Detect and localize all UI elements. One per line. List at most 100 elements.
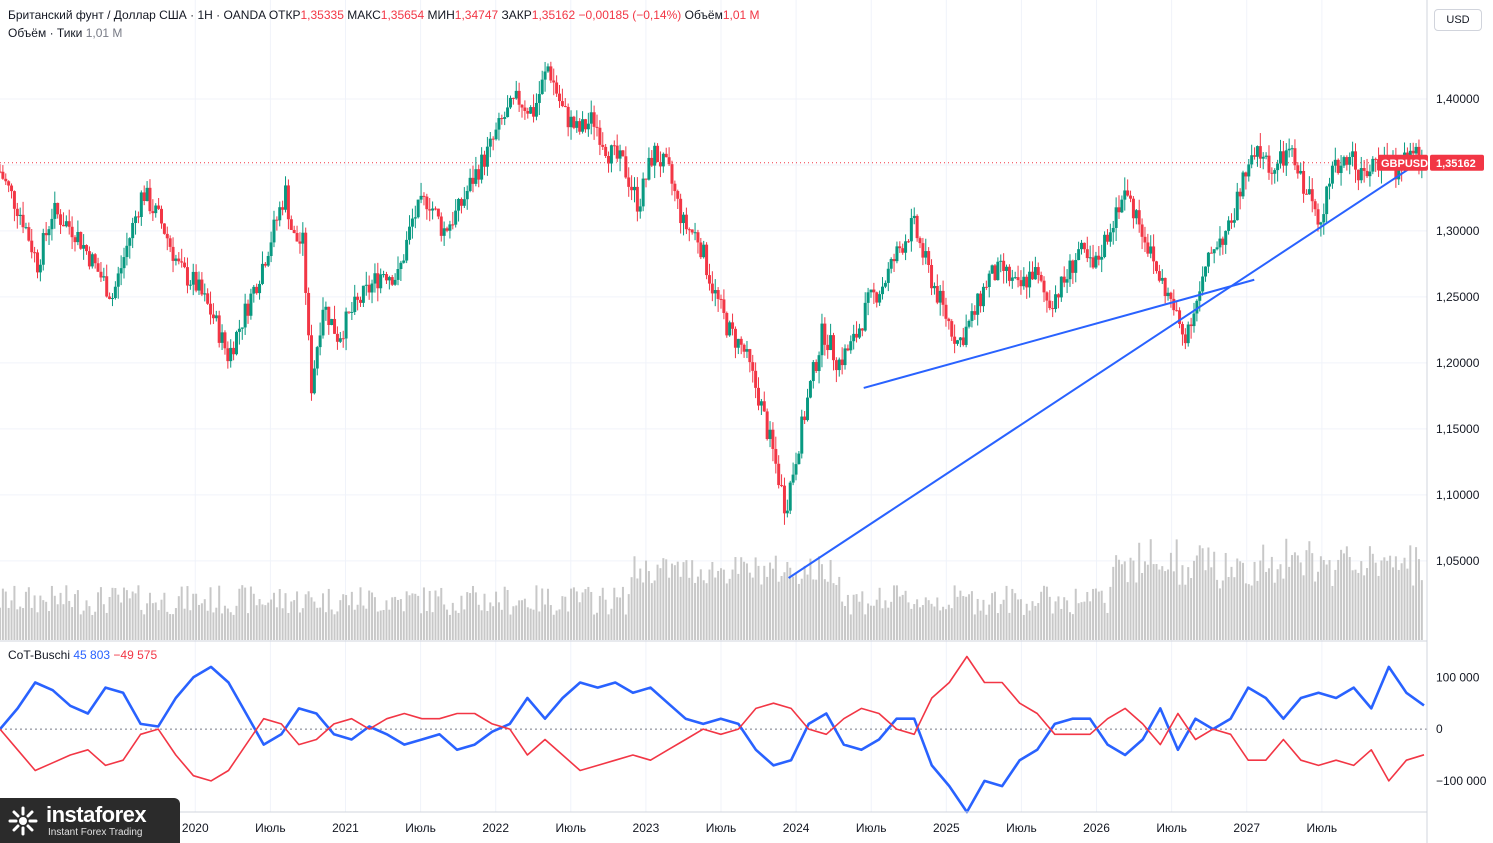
- candle-body: [1212, 249, 1216, 254]
- volume-bar: [988, 604, 991, 640]
- candle-body: [563, 105, 567, 107]
- volume-bar: [867, 603, 870, 640]
- trendline[interactable]: [788, 156, 1428, 579]
- volume-bar: [769, 562, 772, 640]
- candle-body: [67, 221, 71, 227]
- close-value: 1,35162: [531, 8, 576, 22]
- volume-value: 1,01 M: [722, 8, 760, 22]
- volume-bar: [1230, 566, 1233, 640]
- candle-body: [324, 306, 328, 310]
- volume-ticks-label[interactable]: Объём · Тики: [8, 26, 83, 40]
- volume-bar: [587, 586, 590, 640]
- volume-bar: [803, 565, 806, 640]
- volume-bar: [1259, 560, 1262, 640]
- volume-bar: [696, 576, 699, 640]
- volume-bar: [659, 568, 662, 640]
- volume-bar: [864, 614, 867, 640]
- volume-bar: [512, 606, 515, 640]
- volume-bar: [114, 588, 117, 640]
- candle-body: [1362, 168, 1366, 171]
- candle-body: [96, 263, 100, 272]
- volume-bar: [930, 603, 933, 640]
- volume-bar: [192, 593, 195, 640]
- candle-body: [295, 232, 299, 242]
- volume-bar: [1198, 545, 1201, 640]
- candle-body: [53, 202, 57, 219]
- candle-body: [1371, 158, 1375, 172]
- volume-bar: [1351, 570, 1354, 640]
- volume-bar: [16, 609, 19, 640]
- volume-bar: [771, 568, 774, 640]
- candle-body: [1077, 249, 1081, 261]
- volume-bar: [982, 599, 985, 640]
- volume-bar: [261, 604, 264, 640]
- volume-bar: [137, 585, 140, 640]
- candle-body: [679, 198, 683, 224]
- candle-body: [1126, 190, 1130, 196]
- candle-body: [338, 338, 342, 342]
- candle-body: [1348, 156, 1352, 165]
- candle-body: [566, 106, 570, 128]
- candle-body: [1051, 308, 1055, 310]
- candle-body: [194, 271, 198, 291]
- candle-body: [494, 129, 498, 140]
- volume-bar: [365, 608, 368, 640]
- candle-body: [1186, 324, 1190, 344]
- candle-body: [459, 198, 463, 206]
- volume-bar: [396, 599, 399, 640]
- volume-bar: [1190, 578, 1193, 640]
- candle-body: [1244, 172, 1248, 177]
- candle-body: [471, 177, 475, 184]
- volume-bar: [593, 614, 596, 640]
- candle-body: [361, 285, 365, 303]
- volume-bar: [310, 597, 313, 640]
- candle-body: [506, 107, 510, 118]
- candle-body: [191, 271, 195, 285]
- low-label: МИН: [427, 8, 455, 22]
- trendline[interactable]: [863, 278, 1255, 389]
- volume-bar: [656, 564, 659, 640]
- volume-bar: [437, 596, 440, 640]
- candle-body: [477, 169, 481, 180]
- volume-bar: [590, 591, 593, 640]
- volume-bar: [826, 581, 829, 640]
- indicator-name[interactable]: CoT-Buschi: [8, 648, 71, 662]
- volume-bar: [1265, 571, 1268, 640]
- currency-button[interactable]: USD: [1434, 9, 1482, 31]
- candle-body: [1221, 238, 1225, 245]
- candle-body: [935, 285, 939, 303]
- volume-bar: [174, 608, 177, 640]
- volume-bar: [936, 597, 939, 640]
- candle-body: [1152, 246, 1156, 262]
- volume-bar: [128, 598, 131, 640]
- trendlines[interactable]: [788, 156, 1428, 579]
- volume-bar: [125, 590, 128, 640]
- candle-body: [1180, 324, 1184, 335]
- candle-body: [904, 241, 908, 253]
- volume-bar: [1175, 539, 1178, 640]
- candle-body: [1247, 164, 1251, 177]
- volume-bar: [123, 587, 126, 640]
- candle-body: [927, 251, 931, 266]
- candle-body: [428, 209, 432, 211]
- volume-bar: [1143, 561, 1146, 640]
- candle-body: [1198, 291, 1202, 301]
- volume-bar: [913, 604, 916, 640]
- candle-body: [142, 192, 146, 202]
- candle-body: [684, 214, 688, 230]
- candle-body: [462, 199, 466, 206]
- candle-body: [831, 335, 835, 361]
- candle-body: [85, 245, 89, 252]
- candle-body: [1397, 164, 1401, 180]
- volume-bar: [1031, 601, 1034, 640]
- candle-body: [1042, 280, 1046, 293]
- volume-bar: [30, 607, 33, 640]
- symbol-title[interactable]: Британский фунт / Доллар США · 1Н · OAND…: [8, 8, 266, 22]
- candle-body: [1319, 222, 1323, 225]
- volume-bar: [1299, 562, 1302, 640]
- volume-bar: [42, 600, 45, 640]
- candle-body: [1007, 266, 1011, 281]
- volume-bar: [428, 590, 431, 640]
- candle-body: [1097, 255, 1101, 260]
